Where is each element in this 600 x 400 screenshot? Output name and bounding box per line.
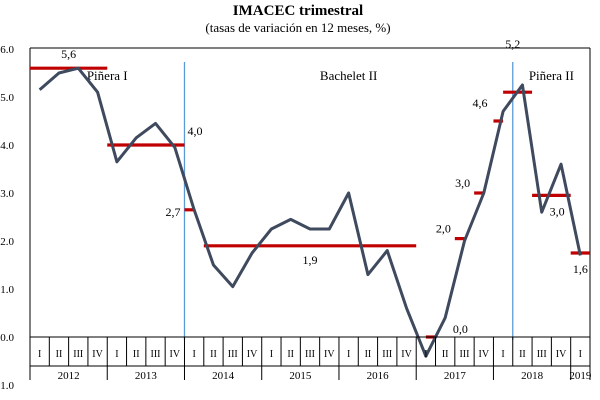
quarter-label: IV <box>479 349 490 360</box>
quarter-label: II <box>210 349 217 360</box>
average-label: 4,0 <box>187 124 202 138</box>
plot-frame <box>29 47 591 380</box>
quarter-label: II <box>56 349 63 360</box>
quarter-label: III <box>151 349 161 360</box>
quarter-label: I <box>38 349 41 360</box>
quarter-label: I <box>270 349 273 360</box>
year-label: 2018 <box>521 370 544 382</box>
average-label: 5,6 <box>61 47 76 61</box>
period-label: Piñera II <box>529 68 574 83</box>
quarter-label: III <box>459 349 469 360</box>
chart-subtitle: (tasas de variación en 12 meses, %) <box>205 20 390 35</box>
quarter-label: III <box>73 349 83 360</box>
quarter-label: II <box>133 349 140 360</box>
quarter-label: IV <box>247 349 258 360</box>
series-lines <box>38 66 582 358</box>
year-label: 2017 <box>444 370 467 382</box>
average-label: 5,2 <box>505 37 520 51</box>
y-tick-label: 3.0 <box>0 188 14 200</box>
quarter-label: I <box>192 349 195 360</box>
quarter-label: II <box>442 349 449 360</box>
y-tick-label: 2.0 <box>0 236 14 248</box>
average-label: 4,6 <box>472 96 487 110</box>
quarter-label: III <box>228 349 238 360</box>
quarter-label: III <box>305 349 315 360</box>
average-label: 1,9 <box>303 253 318 267</box>
quarter-label: IV <box>170 349 181 360</box>
period-label: Piñera I <box>87 68 128 83</box>
series-line <box>38 66 582 358</box>
quarter-label: IV <box>324 349 335 360</box>
quarter-label: II <box>365 349 372 360</box>
quarter-label: III <box>537 349 547 360</box>
quarter-label: IV <box>556 349 567 360</box>
quarter-label: III <box>382 349 392 360</box>
y-tick-label: 5.0 <box>0 92 14 104</box>
year-label: 2016 <box>367 370 390 382</box>
average-label: 1,6 <box>573 262 588 276</box>
period-labels: Piñera I Bachelet II Piñera II <box>87 68 574 83</box>
year-label: 2014 <box>212 370 235 382</box>
x-axis: I II III IV I II III IV I II III IV I II III IV I II III IV… <box>29 336 592 382</box>
y-tick-label: 0.0 <box>0 332 14 344</box>
average-label: 3,0 <box>550 204 565 218</box>
quarter-label: I <box>579 349 582 360</box>
quarter-label: IV <box>92 349 103 360</box>
quarter-label: II <box>519 349 526 360</box>
chart-title: IMACEC trimestral <box>233 3 363 19</box>
period-dividers <box>183 62 514 340</box>
average-label: 0,0 <box>453 322 468 336</box>
average-labels: 5,6 4,0 2,7 1,9 0,0 2,0 3,0 4,6 5,2 3,0 1,6 <box>61 37 588 336</box>
average-label: 2,0 <box>436 222 451 236</box>
quarter-label: I <box>424 349 427 360</box>
quarter-label: I <box>501 349 504 360</box>
quarter-label: II <box>287 349 294 360</box>
year-label: 2019 <box>569 370 592 382</box>
year-label: 2013 <box>135 370 158 382</box>
y-axis: -1.0 0.0 1.0 2.0 3.0 4.0 5.0 6.0 <box>0 44 15 392</box>
quarter-label: I <box>115 349 118 360</box>
average-label: 3,0 <box>455 176 470 190</box>
y-tick-label: 4.0 <box>0 140 14 152</box>
average-label: 2,7 <box>165 205 180 219</box>
year-label: 2015 <box>289 370 312 382</box>
quarter-label: I <box>347 349 350 360</box>
y-tick-label: -1.0 <box>0 380 14 392</box>
y-tick-label: 1.0 <box>0 284 14 296</box>
period-label: Bachelet II <box>320 68 377 83</box>
year-label: 2012 <box>58 370 80 382</box>
y-tick-label: 6.0 <box>0 44 14 56</box>
quarter-label: IV <box>401 349 412 360</box>
